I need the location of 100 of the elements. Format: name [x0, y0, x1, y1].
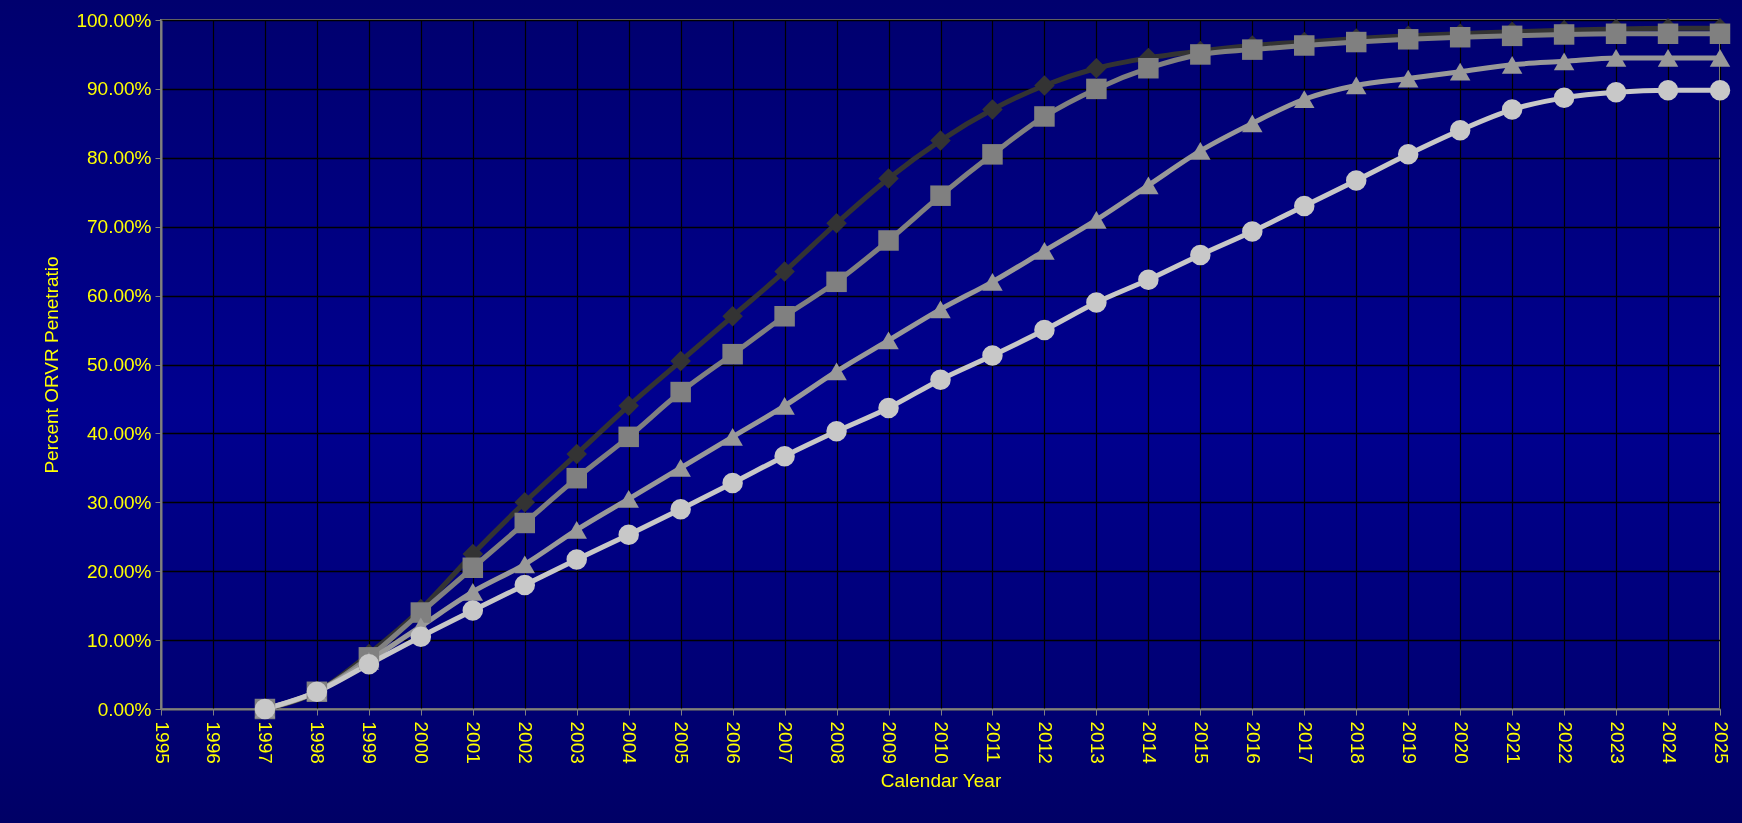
point — [930, 369, 951, 390]
x-tick-label: 2008 — [827, 721, 849, 764]
point — [1294, 35, 1315, 56]
point — [1657, 23, 1679, 45]
point — [774, 261, 795, 282]
point — [1501, 25, 1523, 47]
x-tick-label: 1997 — [255, 721, 277, 764]
y-tick-label: 60.00% — [87, 285, 152, 307]
point — [1345, 31, 1367, 53]
x-tick-label: 2017 — [1294, 721, 1316, 764]
y-tick-label: 100.00% — [76, 9, 152, 31]
point — [722, 427, 743, 446]
point — [670, 458, 691, 477]
point — [1449, 62, 1471, 81]
point — [1553, 24, 1575, 45]
y-axis-title: Percent ORVR Penetratio — [41, 256, 63, 474]
point — [878, 168, 899, 189]
point — [514, 492, 536, 513]
point — [1086, 78, 1107, 100]
point — [1345, 170, 1367, 191]
point — [618, 426, 639, 448]
point — [826, 421, 847, 442]
point — [514, 555, 536, 574]
point — [462, 600, 484, 621]
point — [1034, 106, 1055, 127]
x-tick-label: 2019 — [1398, 721, 1420, 764]
point — [1190, 44, 1211, 65]
point — [982, 272, 1003, 291]
point — [618, 524, 639, 545]
point — [462, 583, 484, 601]
point — [722, 472, 743, 494]
point — [1086, 292, 1107, 313]
point — [878, 230, 899, 251]
point — [1242, 221, 1263, 242]
point — [878, 331, 899, 350]
y-tick-label: 10.00% — [87, 629, 152, 651]
x-tick-label: 1998 — [307, 721, 329, 764]
x-tick-label: 2001 — [463, 721, 485, 764]
point — [1294, 90, 1315, 109]
x-tick-label: 2007 — [775, 721, 797, 764]
point — [1605, 82, 1627, 103]
point — [1242, 39, 1263, 60]
x-tick-label: 2025 — [1710, 721, 1732, 764]
point — [1138, 57, 1159, 79]
x-tick-label: 2011 — [982, 721, 1004, 763]
point — [618, 489, 639, 508]
y-tick-label: 50.00% — [87, 354, 152, 375]
point — [1086, 210, 1107, 229]
point — [982, 99, 1003, 120]
point — [826, 362, 847, 381]
point — [1190, 142, 1211, 160]
x-tick-label: 2012 — [1034, 721, 1056, 764]
point — [982, 144, 1003, 165]
x-tick-label: 2020 — [1450, 721, 1472, 764]
point — [410, 602, 432, 623]
x-tick-label: 2009 — [879, 721, 901, 764]
point — [1190, 244, 1211, 266]
x-tick-label: 1996 — [203, 721, 225, 764]
point — [1397, 144, 1419, 165]
point — [1657, 49, 1679, 67]
y-tick-label: 0.00% — [97, 698, 152, 720]
x-tick-label: 2016 — [1242, 721, 1264, 764]
point — [1242, 114, 1263, 133]
point — [1709, 49, 1731, 67]
x-tick-label: 2005 — [671, 721, 693, 764]
x-tick-label: 2006 — [723, 721, 745, 764]
point — [1605, 49, 1627, 67]
point — [670, 498, 691, 520]
point — [566, 549, 587, 570]
x-axis-title: Calendar Year — [880, 769, 1002, 791]
x-tick-label: 1999 — [359, 721, 381, 764]
point — [1397, 29, 1419, 50]
point — [930, 130, 951, 151]
point — [1294, 195, 1315, 217]
point — [1553, 87, 1575, 109]
point — [1501, 55, 1523, 74]
y-tick-label: 80.00% — [87, 147, 152, 169]
point — [826, 213, 847, 234]
x-tick-label: 2023 — [1606, 721, 1628, 764]
point — [1034, 75, 1055, 96]
point — [878, 397, 899, 419]
point — [514, 574, 536, 596]
point — [670, 381, 691, 403]
point — [774, 445, 795, 467]
point — [1138, 269, 1159, 290]
x-tick-label: 1995 — [151, 721, 173, 764]
point — [1501, 99, 1523, 120]
point — [774, 306, 795, 327]
point — [618, 395, 639, 417]
point — [930, 300, 951, 319]
x-tick-label: 2000 — [411, 721, 433, 764]
point — [1345, 76, 1367, 95]
point — [1657, 80, 1679, 101]
point — [1034, 241, 1055, 260]
point — [410, 626, 432, 647]
x-tick-label: 2003 — [567, 721, 589, 764]
point — [1449, 120, 1471, 141]
y-tick-label: 30.00% — [87, 491, 152, 513]
point — [1086, 57, 1107, 79]
point — [722, 343, 743, 365]
